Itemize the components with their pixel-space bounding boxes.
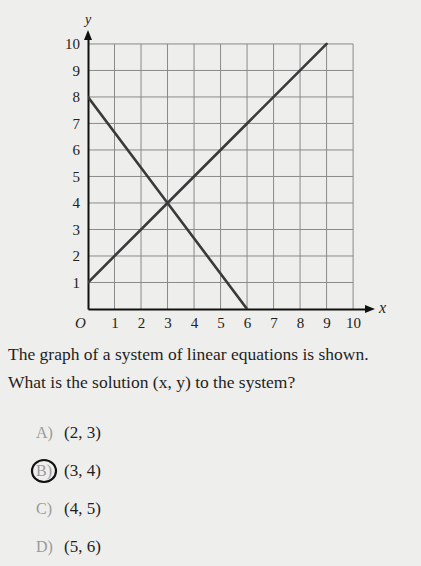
x-tick-label: 6 xyxy=(244,315,252,331)
y-tick: 4 xyxy=(73,195,89,211)
grid-line-y xyxy=(88,123,353,124)
grid-line-y xyxy=(88,96,353,97)
grid-line-y xyxy=(88,43,353,44)
line xyxy=(88,44,327,283)
y-tick-label: 2 xyxy=(73,248,81,264)
y-tick-label: 3 xyxy=(73,222,81,238)
question-text: What is the solution (x, y) to the syste… xyxy=(8,372,295,392)
y-tick-label: 4 xyxy=(73,195,81,211)
x-tick: 9 xyxy=(323,309,331,331)
x-tick: 6 xyxy=(244,309,252,331)
x-axis-line xyxy=(89,309,370,311)
x-tick-label: 4 xyxy=(191,315,199,331)
choice-text: (3, 4) xyxy=(64,461,101,480)
answer-circle xyxy=(32,460,56,482)
x-tick-label: 3 xyxy=(164,315,172,331)
grid-line-y xyxy=(88,229,353,230)
y-tick-label: 7 xyxy=(73,116,81,132)
plot-area xyxy=(88,44,327,309)
x-tick-label: 9 xyxy=(323,315,331,331)
x-tick: 7 xyxy=(270,309,278,331)
x-tick-label: 10 xyxy=(346,315,361,331)
y-tick: 2 xyxy=(73,248,89,264)
y-tick: 9 xyxy=(73,63,89,79)
y-axis-arrow xyxy=(84,30,92,40)
choice-text: (2, 3) xyxy=(64,423,101,442)
y-tick-label: 6 xyxy=(73,142,81,158)
x-tick: 2 xyxy=(138,309,146,331)
x-tick-label: 2 xyxy=(138,315,146,331)
choice-letter: D) xyxy=(36,538,53,556)
x-tick: 3 xyxy=(164,309,172,331)
grid-line-y xyxy=(88,70,353,71)
y-tick: 1 xyxy=(73,275,89,291)
grid-line-y xyxy=(88,255,353,256)
x-tick-label: 5 xyxy=(217,315,225,331)
y-tick: 3 xyxy=(73,222,89,238)
question-text: The graph of a system of linear equation… xyxy=(8,344,369,364)
y-tick-label: 10 xyxy=(65,36,80,52)
x-tick: 10 xyxy=(346,309,361,331)
x-tick: 8 xyxy=(297,309,305,331)
y-tick-label: 5 xyxy=(73,169,81,185)
y-tick-label: 8 xyxy=(73,89,81,105)
page: O 1 2 3 4 5 6 7 8 9 10 1 2 3 4 5 6 7 8 9 10 x y The graph of a … xyxy=(0,0,421,566)
choice-text: (5, 6) xyxy=(64,537,101,556)
y-axis: 1 2 3 4 5 6 7 8 9 10 xyxy=(65,36,89,309)
y-tick: 8 xyxy=(73,89,89,105)
grid xyxy=(88,44,353,309)
choice-letter: C) xyxy=(36,500,52,518)
grid-line-y xyxy=(88,202,353,203)
x-tick-label: O xyxy=(75,315,86,331)
line xyxy=(88,97,247,309)
choice-text: (4, 5) xyxy=(64,499,101,518)
x-axis: O 1 2 3 4 5 6 7 8 9 10 xyxy=(75,309,369,331)
x-tick: 4 xyxy=(191,309,199,331)
choice-letter: A) xyxy=(36,424,53,442)
y-tick: 5 xyxy=(73,169,89,185)
grid-line-y xyxy=(88,176,353,177)
x-axis-arrow xyxy=(365,305,375,313)
y-tick: 7 xyxy=(73,116,89,132)
x-tick: O xyxy=(75,309,88,331)
y-tick-label: 1 xyxy=(73,275,81,291)
grid-line-y xyxy=(88,282,353,283)
x-tick-label: 8 xyxy=(297,315,305,331)
x-tick: 5 xyxy=(217,309,225,331)
x-tick-label: 1 xyxy=(111,315,119,331)
choice-letter: B) xyxy=(36,462,52,480)
x-tick: 1 xyxy=(111,309,119,331)
x-axis-title: x xyxy=(378,299,386,316)
y-tick-label: 9 xyxy=(73,63,81,79)
y-axis-line xyxy=(88,37,90,310)
x-tick-label: 7 xyxy=(270,315,278,331)
y-axis-title: y xyxy=(83,12,92,27)
y-tick: 6 xyxy=(73,142,89,158)
